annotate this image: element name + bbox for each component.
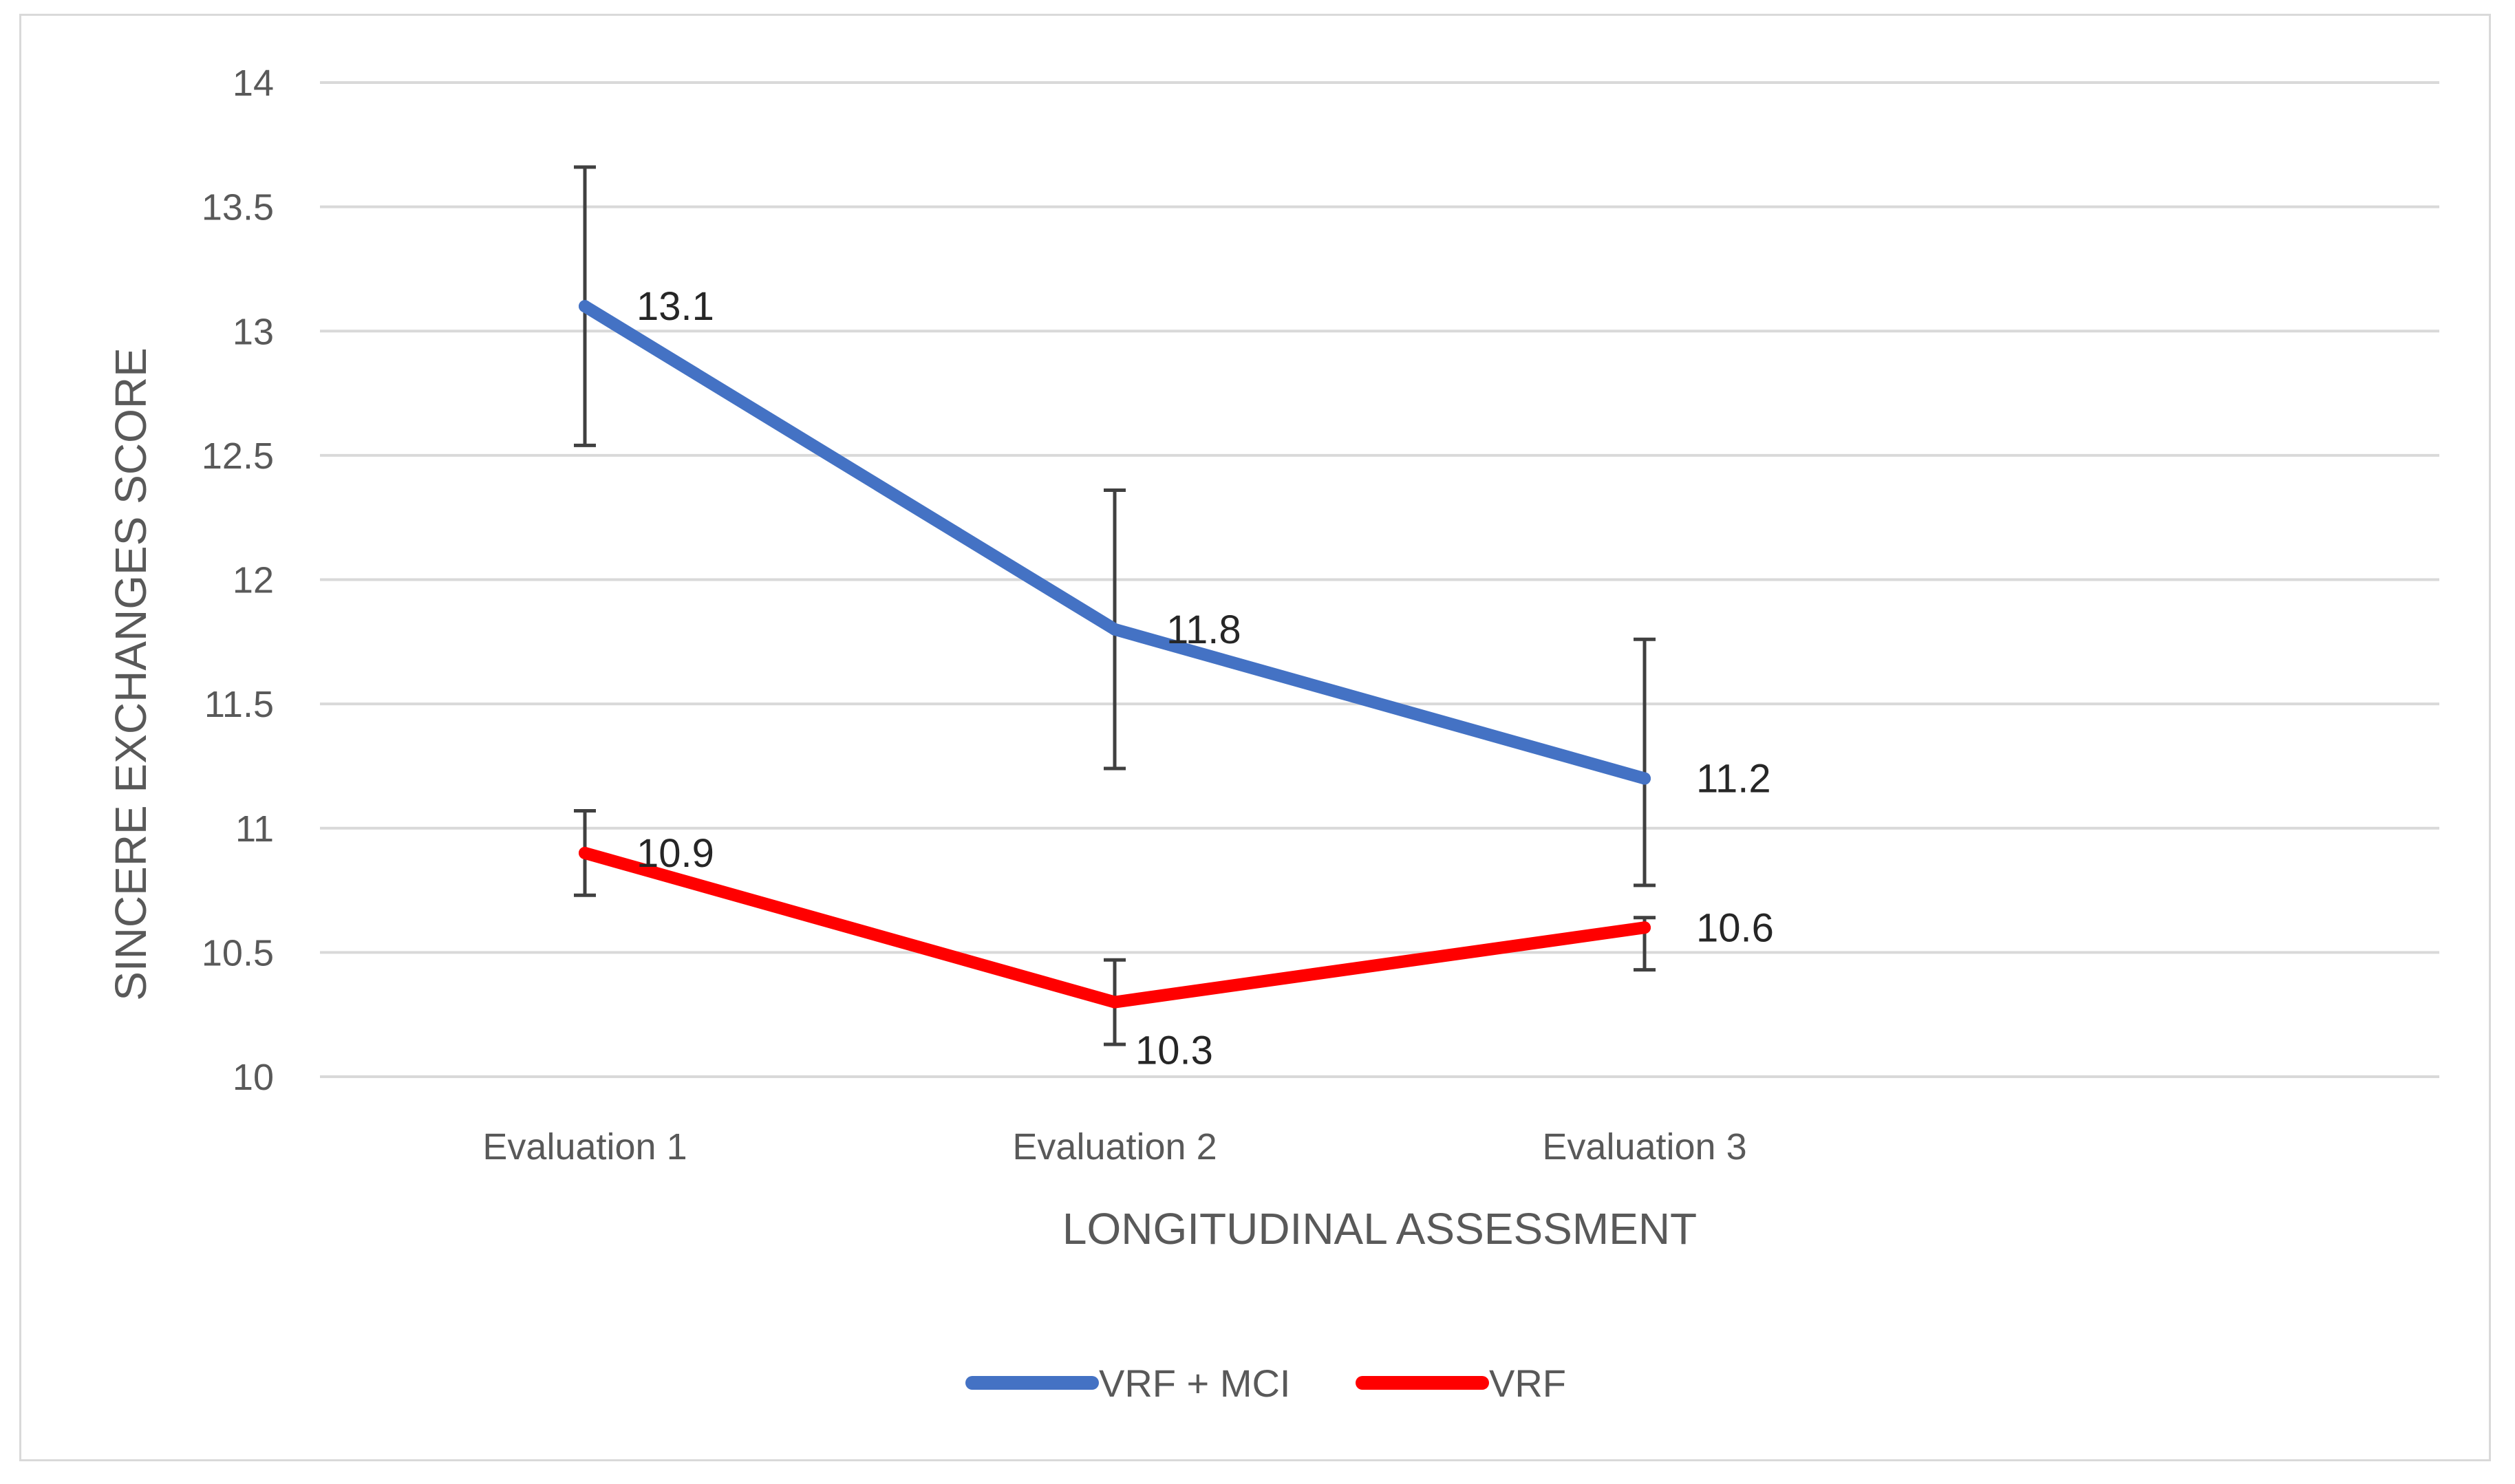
y-axis-title: SINCERE EXCHANGES SCORE [106, 347, 156, 1001]
x-tick-label: Evaluation 3 [1542, 1126, 1746, 1168]
y-axis-ticks: 10 10.5 11 11.5 12 12.5 13 13.5 14 [202, 63, 274, 1098]
data-label: 11.2 [1696, 757, 1771, 802]
y-tick-label: 11 [235, 808, 274, 850]
y-tick-label: 13 [233, 311, 274, 352]
chart-frame [19, 14, 2491, 1461]
data-labels: 13.1 11.8 11.2 10.9 10.3 10.6 [636, 284, 1774, 1073]
data-label: 11.8 [1166, 607, 1241, 652]
x-axis-ticks: Evaluation 1 Evaluation 2 Evaluation 3 [482, 1126, 1746, 1168]
series-lines [579, 300, 1651, 1009]
legend[interactable]: VRF + MCI VRF [965, 1362, 1566, 1405]
data-point [1638, 772, 1651, 785]
data-label: 13.1 [636, 284, 714, 329]
legend-label-vrf-mci: VRF + MCI [1099, 1362, 1290, 1405]
data-point [1109, 623, 1121, 636]
data-point [1109, 996, 1121, 1009]
y-tick-label: 10 [233, 1057, 274, 1098]
y-tick-label: 14 [233, 63, 274, 104]
y-tick-label: 12.5 [202, 435, 274, 477]
data-point [579, 300, 591, 313]
y-tick-label: 10.5 [202, 932, 274, 974]
legend-label-vrf: VRF [1489, 1362, 1566, 1405]
data-label: 10.6 [1696, 905, 1774, 950]
gridlines [320, 81, 2439, 1078]
y-tick-label: 12 [233, 560, 274, 601]
x-axis-title: LONGITUDINAL ASSESSMENT [1062, 1204, 1697, 1254]
data-point [1638, 921, 1651, 934]
y-tick-label: 13.5 [202, 187, 274, 228]
y-tick-label: 11.5 [204, 684, 274, 725]
x-tick-label: Evaluation 2 [1012, 1126, 1217, 1168]
data-label: 10.3 [1135, 1029, 1213, 1073]
error-bar [1634, 637, 1656, 888]
data-label: 10.9 [636, 831, 714, 876]
data-point [579, 846, 591, 859]
error-bars [574, 165, 1656, 1046]
x-tick-label: Evaluation 1 [482, 1126, 687, 1168]
